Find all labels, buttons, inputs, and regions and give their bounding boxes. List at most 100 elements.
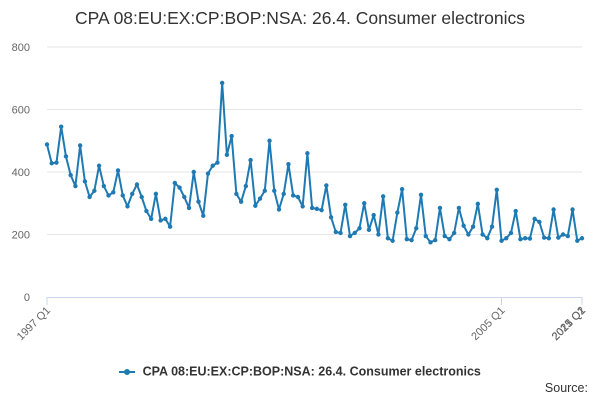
data-point[interactable]: [518, 236, 523, 242]
data-point[interactable]: [63, 154, 69, 159]
data-point[interactable]: [324, 183, 329, 188]
data-point[interactable]: [480, 232, 485, 237]
data-point[interactable]: [300, 204, 305, 209]
data-point[interactable]: [130, 191, 135, 197]
data-point[interactable]: [565, 233, 570, 239]
data-point[interactable]: [522, 236, 528, 241]
data-point[interactable]: [305, 151, 310, 156]
data-point[interactable]: [238, 199, 244, 204]
data-point[interactable]: [106, 193, 111, 198]
data-point[interactable]: [120, 193, 125, 198]
data-point[interactable]: [191, 169, 196, 175]
data-point[interactable]: [504, 236, 509, 241]
data-point[interactable]: [551, 207, 556, 212]
data-point[interactable]: [286, 161, 291, 167]
data-point[interactable]: [219, 80, 225, 86]
data-point[interactable]: [399, 186, 405, 192]
data-point[interactable]: [182, 194, 187, 200]
data-point[interactable]: [115, 168, 121, 173]
data-point[interactable]: [276, 207, 282, 212]
data-point[interactable]: [428, 240, 433, 245]
data-point[interactable]: [447, 236, 452, 242]
data-point[interactable]: [172, 180, 178, 186]
data-point[interactable]: [68, 172, 73, 178]
data-point[interactable]: [229, 133, 234, 139]
data-point[interactable]: [262, 188, 267, 193]
data-point[interactable]: [437, 205, 443, 211]
data-point[interactable]: [347, 233, 353, 239]
data-point[interactable]: [546, 236, 552, 241]
data-point[interactable]: [148, 216, 154, 222]
data-point[interactable]: [451, 230, 457, 236]
data-point[interactable]: [272, 188, 277, 193]
data-point[interactable]: [290, 193, 296, 198]
legend[interactable]: CPA 08:EU:EX:CP:BOP:NSA: 26.4. Consumer …: [0, 364, 600, 379]
data-point[interactable]: [314, 206, 320, 212]
data-point[interactable]: [371, 212, 376, 218]
data-point[interactable]: [125, 204, 130, 209]
data-point[interactable]: [475, 201, 481, 207]
data-point[interactable]: [59, 124, 64, 129]
data-point[interactable]: [366, 227, 372, 233]
data-point[interactable]: [167, 224, 173, 229]
data-point[interactable]: [442, 233, 447, 239]
data-point[interactable]: [281, 191, 286, 197]
data-point[interactable]: [267, 138, 272, 143]
data-point[interactable]: [73, 183, 78, 189]
data-point[interactable]: [101, 183, 107, 189]
data-point[interactable]: [196, 199, 201, 204]
data-point[interactable]: [390, 238, 395, 243]
data-point[interactable]: [470, 224, 476, 229]
data-point[interactable]: [489, 224, 495, 229]
data-point[interactable]: [77, 143, 83, 148]
data-point[interactable]: [96, 163, 102, 168]
data-point[interactable]: [44, 142, 50, 147]
data-point[interactable]: [560, 232, 566, 237]
data-point[interactable]: [570, 207, 575, 212]
data-point[interactable]: [253, 203, 258, 208]
data-point[interactable]: [433, 237, 438, 243]
data-point[interactable]: [201, 213, 206, 218]
data-point[interactable]: [234, 191, 239, 197]
data-point[interactable]: [248, 157, 253, 163]
data-point[interactable]: [380, 194, 386, 199]
data-point[interactable]: [139, 194, 144, 200]
data-point[interactable]: [352, 230, 357, 236]
data-point[interactable]: [215, 160, 220, 165]
data-point[interactable]: [309, 205, 315, 211]
data-point[interactable]: [385, 236, 391, 241]
data-point[interactable]: [537, 219, 542, 225]
data-point[interactable]: [87, 194, 92, 200]
data-point[interactable]: [456, 205, 462, 211]
data-point[interactable]: [243, 183, 249, 189]
data-point[interactable]: [224, 152, 230, 158]
data-point[interactable]: [423, 233, 428, 239]
data-point[interactable]: [111, 190, 116, 195]
data-point[interactable]: [319, 207, 324, 213]
data-point[interactable]: [513, 208, 518, 214]
data-point[interactable]: [579, 236, 585, 241]
data-point[interactable]: [177, 185, 182, 190]
data-point[interactable]: [532, 216, 537, 222]
data-point[interactable]: [295, 194, 301, 200]
data-point[interactable]: [357, 226, 362, 231]
data-point[interactable]: [556, 235, 561, 240]
data-point[interactable]: [49, 161, 54, 166]
data-point[interactable]: [210, 163, 215, 168]
data-point[interactable]: [338, 230, 343, 236]
data-point[interactable]: [153, 191, 159, 197]
data-point[interactable]: [333, 229, 339, 235]
data-point[interactable]: [404, 236, 410, 242]
data-point[interactable]: [362, 201, 367, 206]
data-point[interactable]: [205, 171, 211, 176]
data-point[interactable]: [163, 216, 168, 222]
data-point[interactable]: [158, 218, 163, 223]
data-point[interactable]: [328, 215, 334, 220]
data-point[interactable]: [575, 238, 580, 243]
data-point[interactable]: [485, 236, 490, 241]
data-point[interactable]: [144, 208, 149, 214]
data-point[interactable]: [343, 202, 348, 208]
data-point[interactable]: [461, 223, 466, 228]
data-point[interactable]: [499, 238, 504, 243]
data-point[interactable]: [418, 192, 424, 198]
